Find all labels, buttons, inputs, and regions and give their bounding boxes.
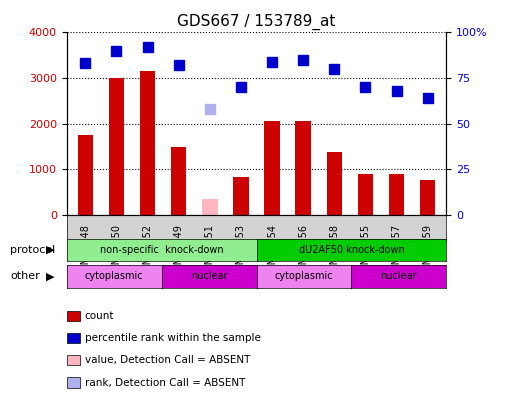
Text: cytoplasmic: cytoplasmic [274, 271, 333, 281]
Bar [77, 135, 93, 215]
Bar [202, 199, 218, 215]
Text: protocol: protocol [10, 245, 55, 255]
Text: ▶: ▶ [46, 271, 55, 281]
Text: count: count [85, 311, 114, 321]
Bar [233, 177, 249, 215]
Bar [295, 121, 311, 215]
Text: value, Detection Call = ABSENT: value, Detection Call = ABSENT [85, 356, 250, 365]
Text: cytoplasmic: cytoplasmic [85, 271, 144, 281]
Text: percentile rank within the sample: percentile rank within the sample [85, 333, 261, 343]
Bar [109, 78, 124, 215]
Bar [140, 71, 155, 215]
Bar [420, 180, 436, 215]
Text: other: other [10, 271, 40, 281]
Text: non-specific  knock-down: non-specific knock-down [100, 245, 223, 255]
Text: nuclear: nuclear [191, 271, 227, 281]
Bar [171, 147, 187, 215]
Bar [358, 174, 373, 215]
Text: ▶: ▶ [46, 245, 55, 255]
Text: nuclear: nuclear [381, 271, 417, 281]
Bar [264, 121, 280, 215]
Bar [389, 174, 404, 215]
Text: rank, Detection Call = ABSENT: rank, Detection Call = ABSENT [85, 378, 245, 388]
Title: GDS667 / 153789_at: GDS667 / 153789_at [177, 13, 336, 30]
Text: dU2AF50 knock-down: dU2AF50 knock-down [299, 245, 404, 255]
Bar [326, 152, 342, 215]
